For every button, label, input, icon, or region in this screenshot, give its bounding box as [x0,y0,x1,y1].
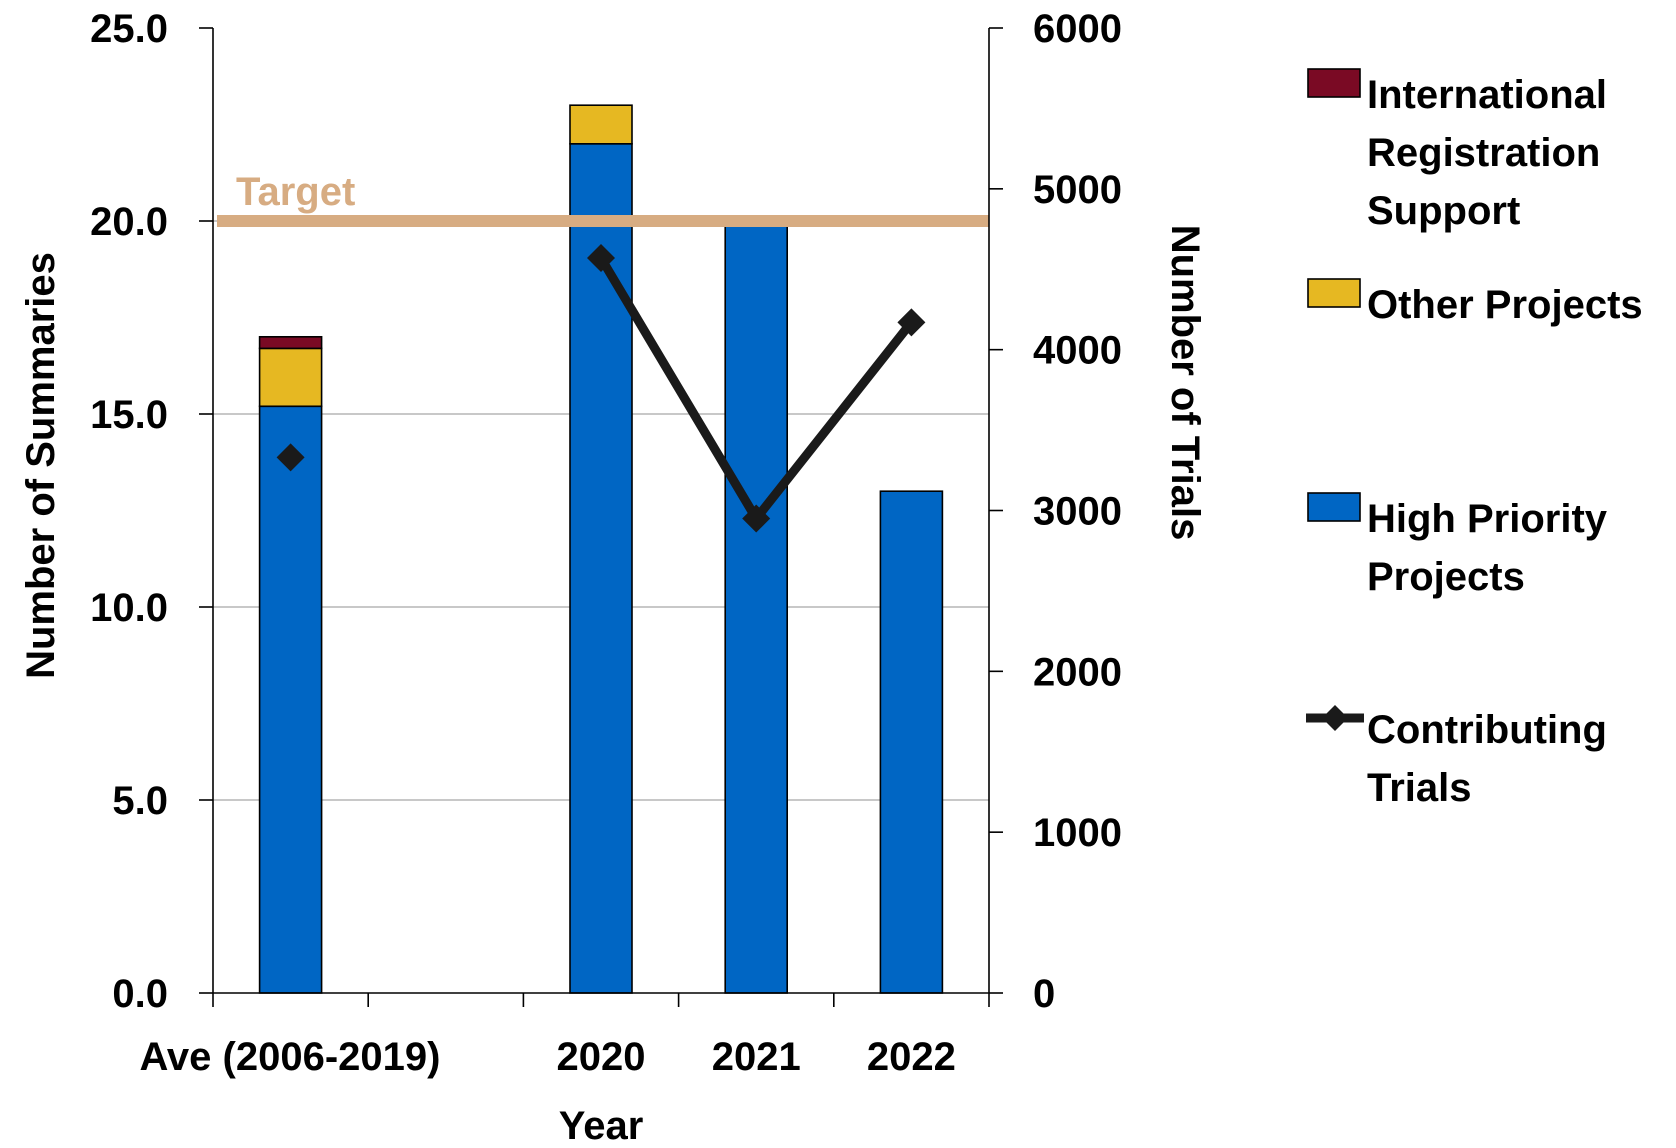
legend-swatch [1307,492,1361,522]
bar-segment [724,220,789,994]
legend-label: Projects [1367,555,1525,599]
contributing-trials-line [276,243,926,533]
x-tick-label: Ave (2006-2019) [140,1035,441,1079]
legend-label: Registration [1367,131,1600,175]
bar-segment [258,347,323,408]
right-tick-label: 2000 [1033,650,1122,694]
left-tick-label: 0.0 [112,972,168,1016]
left-tick-label: 5.0 [112,779,168,823]
left-tick-label: 20.0 [90,200,168,244]
axis-labels: 0.0 5.0 10.0 15.0 20.0 25.0 0 1000 2000 3000 4000 5… [19,7,1207,1148]
right-tick-label: 3000 [1033,490,1122,534]
trials-point [587,243,615,272]
target-line: Target [217,170,989,227]
legend-label: International [1367,73,1607,117]
legend-swatch [1307,278,1361,308]
right-tick-label: 0 [1033,972,1055,1016]
x-tick-label: 2021 [712,1035,801,1079]
legend-label: High Priority [1367,497,1608,541]
bar-segment [258,335,323,350]
x-tick-label: 2020 [557,1035,646,1079]
legend-swatch [1307,68,1361,98]
y2-axis-title: Number of Trials [1163,225,1207,541]
right-tick-label: 6000 [1033,7,1122,51]
left-tick-label: 10.0 [90,586,168,630]
left-tick-label: 15.0 [90,393,168,437]
bar-segment [258,405,323,994]
legend: International Registration Support Other Pr… [1306,68,1643,810]
bar-segment [569,104,633,145]
axes [199,27,1003,1007]
right-tick-label: 4000 [1033,329,1122,373]
trials-point [897,308,926,337]
legend-label: Contributing [1367,708,1607,752]
bars [258,104,944,994]
right-tick-label: 1000 [1033,811,1122,855]
y-axis-title: Number of Summaries [19,252,63,679]
legend-label: Support [1367,189,1520,233]
trials-point [276,443,305,472]
target-label: Target [236,170,355,214]
x-tick-label: 2022 [867,1035,956,1079]
legend-label: Trials [1367,766,1472,810]
right-tick-label: 5000 [1033,168,1122,212]
bar-segment [879,490,944,994]
trials-point [742,504,771,533]
left-tick-label: 25.0 [90,7,168,51]
legend-label: Other Projects [1367,283,1643,327]
x-axis-title: Year [559,1104,644,1148]
legend-marker [1322,705,1348,731]
